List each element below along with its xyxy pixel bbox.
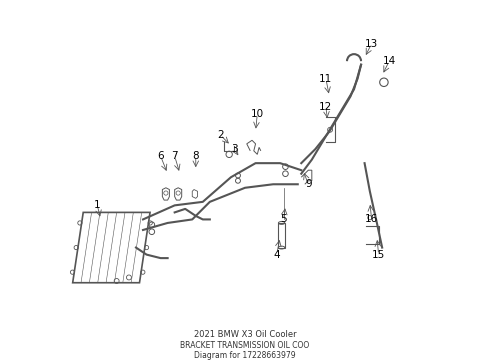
Text: 5: 5 <box>280 215 287 224</box>
Text: 8: 8 <box>193 151 199 161</box>
Text: 4: 4 <box>273 249 280 260</box>
Text: 11: 11 <box>319 74 333 84</box>
Text: Diagram for 17228663979: Diagram for 17228663979 <box>194 351 296 360</box>
Text: 14: 14 <box>383 56 396 66</box>
Text: 3: 3 <box>231 144 238 154</box>
Bar <box>278 223 285 248</box>
Text: 16: 16 <box>365 215 378 224</box>
Text: 12: 12 <box>319 102 333 112</box>
Text: 1: 1 <box>94 201 100 210</box>
Text: 2: 2 <box>217 130 224 140</box>
Text: 10: 10 <box>251 109 264 119</box>
Text: 2021 BMW X3 Oil Cooler: 2021 BMW X3 Oil Cooler <box>194 330 296 339</box>
Text: 6: 6 <box>157 151 164 161</box>
Text: 15: 15 <box>372 249 385 260</box>
Text: 9: 9 <box>305 179 312 189</box>
Text: 13: 13 <box>365 39 378 49</box>
Text: 7: 7 <box>172 151 178 161</box>
Text: BRACKET TRANSMISSION OIL COO: BRACKET TRANSMISSION OIL COO <box>180 341 310 350</box>
